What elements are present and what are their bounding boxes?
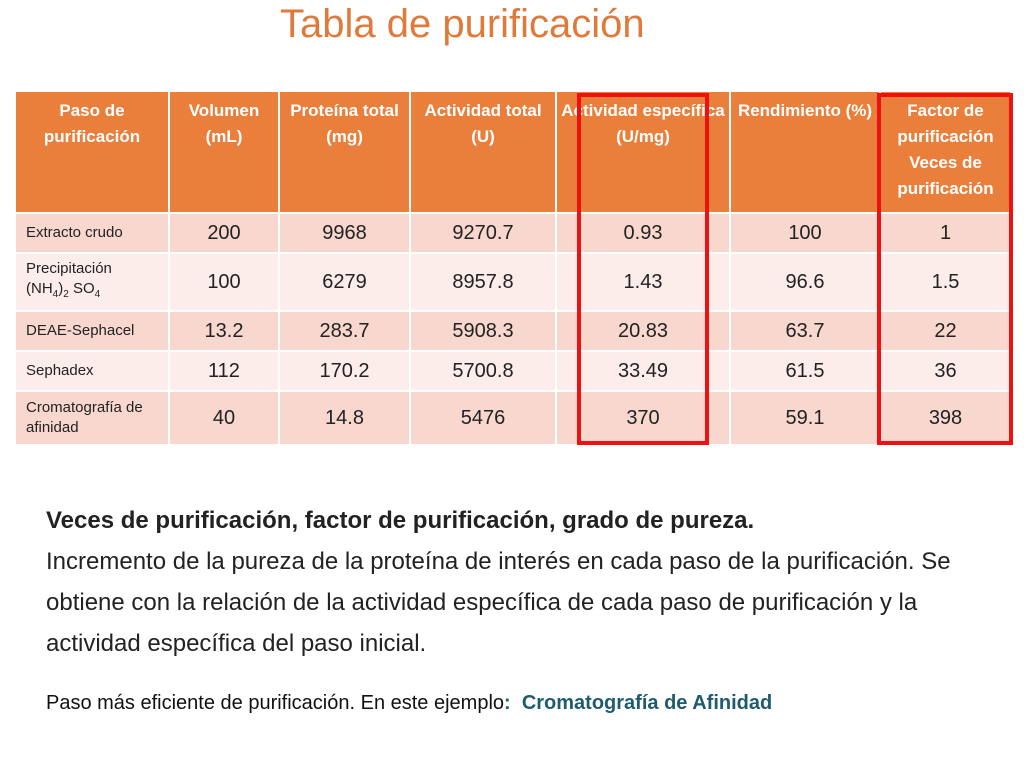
cell-especifica: 1.43 [555,252,731,312]
footer-note: Paso más eficiente de purificación. En e… [46,692,772,715]
cell-actividad: 9270.7 [409,212,557,254]
table-header-row: Paso de purificación Volumen (mL) Proteí… [14,90,1012,214]
definition-lead: Veces de purificación, factor de purific… [46,507,755,534]
definition-paragraph: Veces de purificación, factor de purific… [46,500,1006,664]
cell-proteina: 9968 [278,212,411,254]
header-actividad-especifica: Actividad específica (U/mg) [555,90,731,214]
cell-volumen: 100 [168,252,280,312]
cell-proteina: 283.7 [278,310,411,352]
header-actividad-total: Actividad total (U) [409,90,557,214]
footer-highlight: Cromatografía de Afinidad [521,692,773,714]
definition-body: Incremento de la pureza de la proteína d… [46,548,951,657]
cell-proteina: 6279 [278,252,411,312]
cell-step: Sephadex [14,350,170,392]
header-volumen: Volumen (mL) [168,90,280,214]
cell-step: Precipitación (NH4)2 SO4 [14,252,170,312]
header-proteina: Proteína total (mg) [278,90,411,214]
cell-volumen: 112 [168,350,280,392]
step-label: Precipitación [26,260,112,277]
cell-step: DEAE-Sephacel [14,310,170,352]
footer-text: Paso más eficiente de purificación. En e… [46,692,505,714]
cell-step: Cromatografía de afinidad [14,390,170,446]
cell-especifica: 33.49 [555,350,731,392]
header-paso: Paso de purificación [14,90,170,214]
table-row: Sephadex 112 170.2 5700.8 33.49 61.5 36 [14,350,1012,392]
header-rendimiento: Rendimiento (%) [729,90,881,214]
table-row: DEAE-Sephacel 13.2 283.7 5908.3 20.83 63… [14,310,1012,352]
header-factor: Factor de purificación Veces de purifica… [879,90,1012,214]
cell-volumen: 40 [168,390,280,446]
table-row: Extracto crudo 200 9968 9270.7 0.93 100 … [14,212,1012,254]
cell-factor: 22 [879,310,1012,352]
cell-step: Extracto crudo [14,212,170,254]
cell-volumen: 200 [168,212,280,254]
cell-especifica: 370 [555,390,731,446]
cell-volumen: 13.2 [168,310,280,352]
cell-factor: 1.5 [879,252,1012,312]
cell-factor: 1 [879,212,1012,254]
cell-rendimiento: 59.1 [729,390,881,446]
cell-factor: 36 [879,350,1012,392]
cell-actividad: 5476 [409,390,557,446]
specific-activity-highlight-box [577,93,709,445]
cell-actividad: 5700.8 [409,350,557,392]
cell-rendimiento: 63.7 [729,310,881,352]
step-formula: (NH4)2 SO4 [26,280,101,300]
table-row: Cromatografía de afinidad 40 14.8 5476 3… [14,390,1012,446]
purification-factor-highlight-box [877,93,1013,445]
cell-actividad: 8957.8 [409,252,557,312]
cell-rendimiento: 61.5 [729,350,881,392]
slide-title: Tabla de purificación [280,2,645,46]
cell-actividad: 5908.3 [409,310,557,352]
table-row: Precipitación (NH4)2 SO4 100 6279 8957.8… [14,252,1012,312]
cell-especifica: 20.83 [555,310,731,352]
cell-proteina: 14.8 [278,390,411,446]
cell-rendimiento: 96.6 [729,252,881,312]
footer-colon: : [504,692,511,714]
cell-proteina: 170.2 [278,350,411,392]
cell-especifica: 0.93 [555,212,731,254]
cell-rendimiento: 100 [729,212,881,254]
purification-table: Paso de purificación Volumen (mL) Proteí… [14,90,1012,446]
